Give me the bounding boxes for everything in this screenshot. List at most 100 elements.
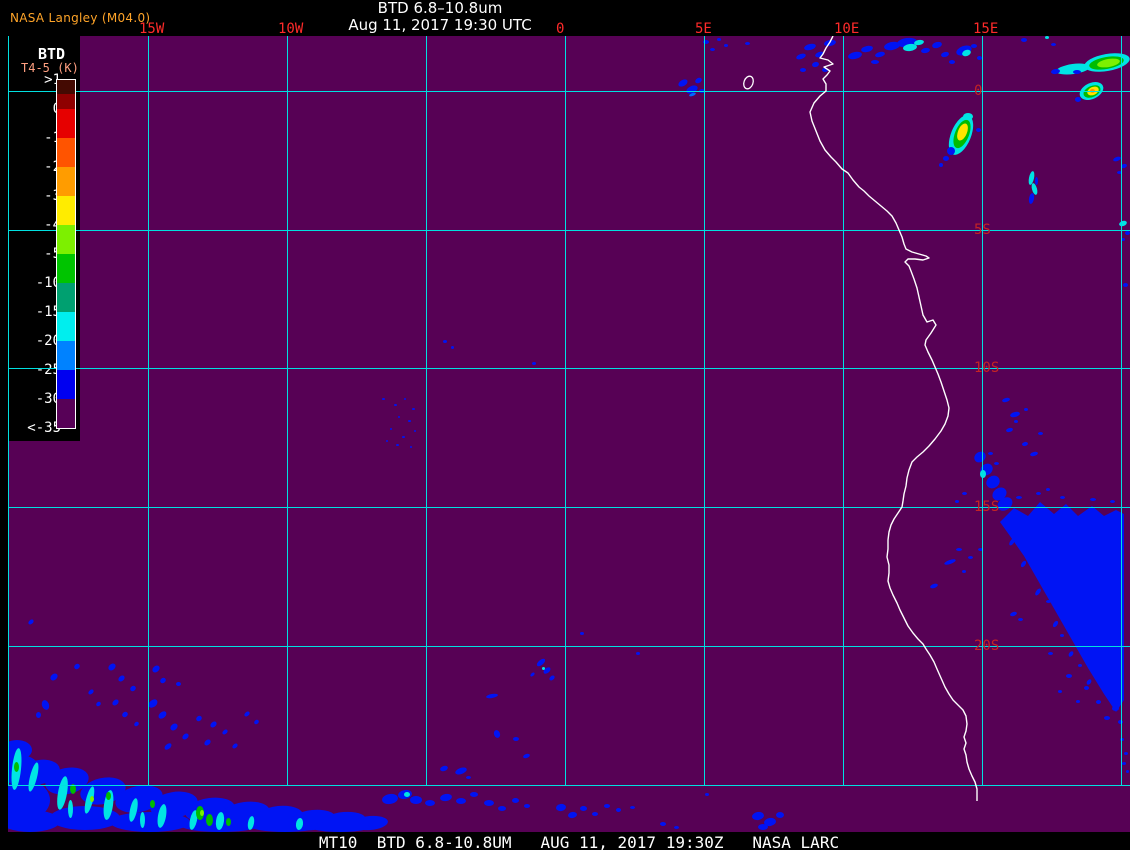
cloud-blob	[871, 60, 879, 64]
cloud-blob	[439, 793, 453, 802]
cloud-blob	[253, 718, 260, 726]
cloud-blob	[382, 398, 385, 400]
cloud-blob	[231, 742, 239, 750]
cloud-blob	[0, 810, 60, 832]
cloud-blob	[1060, 634, 1064, 637]
cloud-blob	[390, 428, 392, 430]
cloud-blob	[1096, 700, 1101, 704]
cloud-blob	[1124, 752, 1128, 755]
map-left-edge	[0, 36, 8, 832]
cloud-blob	[1104, 716, 1110, 720]
meridian-line	[8, 36, 9, 786]
cloud-blob	[1014, 420, 1018, 423]
colorbar-segment	[57, 109, 75, 138]
cloud-blob	[1120, 738, 1124, 741]
cloud-blob	[592, 812, 598, 816]
cloud-blob	[1117, 171, 1122, 174]
cloud-blob	[874, 50, 886, 59]
cloud-blob	[943, 156, 949, 161]
cloud-blob	[456, 798, 466, 804]
cloud-blob	[822, 68, 828, 72]
cloud-blob	[203, 738, 212, 747]
cloud-blob	[1024, 408, 1028, 411]
cloud-blob	[524, 804, 530, 808]
meridian-line	[148, 36, 149, 786]
cloud-blob	[1028, 192, 1035, 205]
product-timestamp: Aug 11, 2017 19:30 UTC	[348, 16, 532, 34]
cloud-blob	[133, 720, 140, 728]
latitude-label: 10S	[974, 360, 1000, 376]
cloud-blob	[221, 728, 229, 736]
cloud-blob	[1073, 70, 1081, 74]
footer-caption: MT10 BTD 6.8-10.8UM AUG 11, 2017 19:30Z …	[318, 833, 840, 850]
cloud-blob	[40, 699, 51, 711]
cloud-blob	[745, 42, 750, 45]
cloud-blob	[117, 674, 126, 683]
cloud-blob	[14, 762, 19, 772]
longitude-label: 10E	[834, 21, 860, 37]
footer-bar: MT10 BTD 6.8-10.8UM AUG 11, 2017 19:30Z …	[0, 832, 1130, 850]
cloud-blob	[674, 826, 679, 829]
cloud-blob	[724, 44, 728, 47]
cloud-blob	[994, 462, 999, 465]
cloud-blob	[150, 800, 155, 808]
colorbar-tick-label: -5	[44, 246, 61, 262]
cloud-blob	[604, 804, 610, 808]
cloud-blob	[404, 398, 406, 400]
cloud-blob	[412, 408, 415, 410]
cloud-blob	[68, 800, 73, 818]
cloud-blob	[1075, 97, 1081, 102]
cloud-blob	[454, 766, 468, 776]
cloud-blob	[542, 667, 545, 670]
colorbar-segment	[57, 370, 75, 399]
colorbar-segment	[57, 254, 75, 283]
cloud-blob	[439, 764, 449, 773]
cloud-blob	[860, 44, 874, 54]
cloud-blob	[710, 48, 715, 51]
cloud-blob	[111, 698, 120, 707]
cloud-blob	[1121, 238, 1125, 241]
cloud-blob	[1126, 770, 1129, 773]
cloud-blob	[1036, 492, 1041, 495]
meridian-line	[843, 36, 844, 786]
colorbar-tick-label: -2	[44, 159, 61, 175]
product-title: BTD 6.8–10.8um	[377, 0, 503, 17]
cloud-blob	[159, 676, 167, 685]
cloud-blob	[1051, 43, 1056, 46]
cloud-blob	[694, 76, 703, 85]
cloud-blob	[548, 674, 556, 682]
parallel-line	[8, 91, 1130, 92]
cloud-blob	[758, 824, 768, 830]
cloud-blob	[310, 822, 370, 832]
colorbar-tick-label: -30	[35, 391, 61, 407]
cloud-blob	[580, 806, 587, 811]
cloud-blob	[567, 811, 578, 819]
cloud-blob	[968, 556, 973, 559]
cloud-blob	[410, 446, 412, 448]
cloud-blob	[943, 558, 957, 566]
cloud-blob	[688, 91, 697, 98]
cloud-blob	[776, 812, 784, 818]
cloud-blob	[535, 657, 547, 668]
cloud-blob	[425, 800, 435, 806]
cloud-blob	[931, 40, 943, 50]
cloud-blob	[823, 39, 837, 47]
cloud-blob	[703, 40, 709, 44]
island-outline	[743, 75, 754, 90]
cloud-blob	[512, 798, 519, 803]
cloud-blob	[396, 444, 399, 446]
cloud-blob	[939, 163, 943, 167]
cloud-blob	[209, 720, 218, 729]
cloud-blob	[181, 732, 190, 741]
map-canvas: BTD T4-5 (K) >10-1-2-3-4-5-10-15-20-25-3…	[0, 36, 1130, 832]
cloud-blob	[1118, 720, 1123, 724]
cloud-blob	[811, 61, 820, 68]
cloud-blob	[443, 340, 447, 343]
cloud-blob	[121, 710, 129, 719]
cloud-blob	[616, 808, 621, 812]
cloud-blob	[717, 38, 721, 41]
cloud-blob	[243, 710, 251, 718]
cloud-blob	[940, 51, 950, 58]
colorbar-tick-label: 0	[8, 102, 61, 116]
colorbar-segment	[57, 341, 75, 370]
